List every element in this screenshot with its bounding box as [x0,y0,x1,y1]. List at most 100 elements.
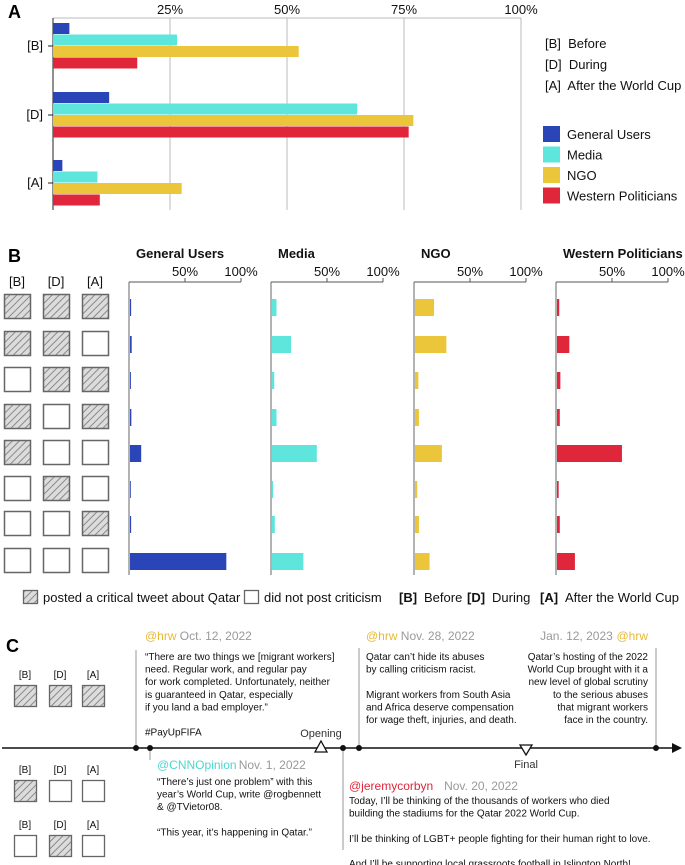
tweet-text-line: And I’ll be supporting local grassroots … [349,859,631,865]
timeline-pattern-header: [A] [87,670,99,681]
panel-b-bar [557,553,575,570]
legend-empty-swatch [243,589,260,605]
timeline-pattern-header: [B] [19,765,31,776]
panel-b-patterns: [B] [D] [A] [3,274,110,574]
panel-c-tweets: @hrw Oct. 12, 2022“There are two things w… [133,629,659,865]
panel-a-group-legend: General Users [567,127,651,142]
tweet-date: Nov. 28, 2022 [401,629,475,643]
panel-c-timeline: Opening Final [2,728,682,771]
panel-b-bar [557,372,561,389]
panel-b-letter: B [8,246,21,266]
panel-b-bar [557,299,560,316]
timeline-pattern-header: [A] [87,765,99,776]
panel-b-bar [272,336,292,353]
panel-a-bars [53,23,414,206]
panel-a-category-label: [A] [27,175,43,190]
panel-b-bar [415,553,430,570]
panel-b-bar [272,409,277,426]
panel-b-bar [272,516,275,533]
tweet-text-line: & @TVietor08. [157,802,223,813]
empty-square [81,547,110,574]
panel-b-bar [130,445,142,462]
panel-a-group-legend: Media [567,148,603,163]
panel-b-legend: posted a critical tweet about Qatar did n… [22,589,679,605]
panel-b-bar [272,372,275,389]
hatched-square [42,330,71,357]
tweet-text-line: is guaranteed in Qatar, especially [145,690,293,701]
hatched-square [3,403,32,430]
panel-a-bar [53,183,182,194]
panel-b-chart-title: Western Politicians [563,246,683,261]
panel-a: A 25% 50% 75% 100% [B] [D] [A] [B] Before [D] … [8,2,681,210]
hatched-square [42,293,71,320]
panel-a-xtick-label: 50% [274,2,300,17]
tweet-handle: @hrw [366,629,398,643]
panel-b-bar [272,445,317,462]
panel-a-group-legend: NGO [567,168,597,183]
panel-a-legend-swatch [543,167,560,183]
timeline-pattern-header: [B] [19,820,31,831]
empty-square [3,475,32,502]
tweet-text-line: if you land a bad employer.” [145,702,268,713]
panel-a-bar [53,126,409,138]
panel-a-bar [53,115,414,126]
panel-b-pattern-header: [A] [87,274,103,289]
empty-square [42,547,71,574]
tweet-date: Oct. 12, 2022 [180,629,252,643]
empty-square [81,834,106,858]
panel-b-bar [415,481,418,498]
panel-b-bar [130,372,131,389]
hatched-square [42,366,71,393]
tweet-text-line: face in the country. [564,715,648,726]
empty-square [81,439,110,466]
empty-square [48,779,73,803]
panel-a-category-label: [B] [27,38,43,53]
empty-square [81,330,110,357]
empty-square [42,510,71,537]
panel-b-xtick-label: 50% [314,264,340,279]
legend-hatched-swatch [22,589,39,605]
panel-a-group-legend: Western Politicians [567,189,678,204]
panel-b-bar [557,409,560,426]
panel-a-legend-swatch [543,187,560,204]
timeline-pattern-header: [D] [54,820,67,831]
panel-a-xtick-label: 25% [157,2,183,17]
legend-period-label: During [492,590,530,605]
panel-b-pattern-header: [B] [9,274,25,289]
tweet-handle: @hrw [145,629,177,643]
timeline-dot [133,745,139,751]
panel-b-xtick-label: 50% [457,264,483,279]
legend-period-code: [A] [540,590,558,605]
hatched-square [81,510,110,537]
panel-a-xtick-label: 75% [391,2,417,17]
panel-a-bar [53,171,98,183]
panel-c-letter: C [6,636,19,656]
empty-square [3,366,32,393]
hatched-square [81,293,110,320]
panel-b-chart-title: Media [278,246,316,261]
panel-a-legend-swatch [543,146,560,163]
panel-b-xtick-label: 100% [651,264,685,279]
panel-a-bar [53,46,299,57]
tweet-handle: @jeremycorbyn [349,779,433,793]
panel-b-bar [130,299,132,316]
empty-square [81,475,110,502]
tweet-text-line: building the stadiums for the Qatar 2022… [349,809,580,820]
panel-b-bar [415,336,447,353]
hatched-square [13,684,38,708]
timeline-dot [356,745,362,751]
opening-label: Opening [300,728,342,740]
timeline-pattern-header: [B] [19,670,31,681]
legend-hatched-label: posted a critical tweet about Qatar [43,590,241,605]
panel-b-chart-title: NGO [421,246,451,261]
tweet-handle: @hrw [616,629,648,643]
empty-square [81,779,106,803]
panel-a-bar [53,34,178,46]
empty-square [3,510,32,537]
tweet-text-line: #PayUpFIFA [145,728,202,739]
panel-c-patterns: [B] [D] [A] [B] [D] [A] [B] [D] [A] [13,670,106,858]
tweet-text-line: and Africa deserve compensation [366,702,514,713]
panel-b-xtick-label: 50% [599,264,625,279]
panel-a-period-legend: [A] After the World Cup [545,78,681,93]
